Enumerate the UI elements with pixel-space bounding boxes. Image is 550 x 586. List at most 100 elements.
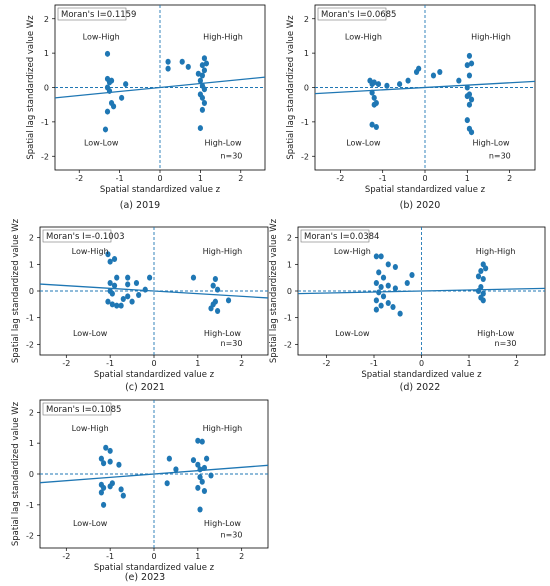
data-point	[133, 280, 140, 286]
data-point	[114, 302, 120, 309]
data-point	[165, 58, 171, 65]
moran-stat-box	[57, 7, 127, 21]
moran-stat-label: Moran's I=0.0685	[321, 10, 396, 20]
y-tick-label: 0	[29, 287, 34, 296]
panel-caption: (a) 2019	[120, 200, 160, 211]
scatter-panel-1: -2 -1 0 1 2 -2 -1 0 1 2 Moran's I=0.1159 Low-High Hi…	[26, 4, 266, 211]
x-tick-label: -2	[75, 174, 83, 183]
data-point	[197, 466, 203, 473]
data-point	[416, 65, 422, 72]
x-tick-label: -2	[62, 359, 70, 368]
y-tick-label: -2	[301, 152, 309, 161]
moran-stat-box	[300, 229, 370, 243]
data-point	[464, 93, 470, 100]
data-point	[195, 484, 201, 491]
x-tick-label: 1	[195, 552, 200, 561]
data-point	[142, 286, 148, 293]
data-point	[208, 305, 214, 312]
data-point	[466, 101, 473, 108]
scatter-panel-2: -2 -1 0 1 2 -2 -1 0 1 2 Moran's I=0.0685 Low-High Hi…	[286, 4, 536, 211]
data-point	[197, 474, 203, 481]
data-point	[147, 274, 153, 281]
data-point	[107, 280, 113, 286]
x-tick-label: 2	[239, 552, 244, 561]
data-point	[466, 72, 473, 79]
data-point	[100, 501, 107, 508]
x-axis-label: Spatial standardized value z	[94, 370, 215, 380]
data-point	[210, 282, 216, 289]
y-tick-label: 1	[29, 439, 34, 448]
data-point	[125, 293, 131, 300]
x-tick-label: 0	[422, 174, 427, 183]
data-point	[116, 461, 122, 468]
data-point	[109, 301, 115, 308]
x-tick-label: 0	[151, 552, 156, 561]
y-tick-label: 1	[44, 49, 49, 58]
y-axis-label: Spatial lag standardized value Wz	[26, 15, 36, 160]
data-point	[478, 268, 484, 274]
data-point	[118, 302, 124, 309]
quadrant-label-high-high: High-High	[471, 33, 511, 42]
data-point	[197, 77, 203, 84]
n-label: n=30	[220, 151, 242, 160]
data-point	[166, 455, 172, 462]
data-point	[185, 63, 191, 70]
data-point	[409, 272, 415, 278]
data-point	[385, 300, 391, 306]
x-axis-label: Spatial standardized value z	[365, 185, 486, 195]
data-point	[108, 77, 115, 84]
data-point	[103, 444, 109, 451]
data-point	[201, 55, 208, 62]
x-tick-label: 2	[238, 174, 243, 183]
panel-caption: (c) 2021	[125, 382, 165, 393]
quadrant-label-low-low: Low-Low	[84, 138, 119, 147]
x-tick-label: 0	[419, 359, 424, 368]
quadrant-label-high-high: High-High	[203, 424, 243, 433]
n-label: n=30	[495, 339, 517, 348]
data-point	[199, 94, 206, 101]
y-tick-label: -2	[26, 340, 34, 349]
quadrant-label-high-low: High-Low	[204, 138, 241, 147]
x-tick-label: -1	[106, 552, 114, 561]
data-point	[212, 276, 218, 282]
x-tick-label: -1	[106, 359, 114, 368]
data-point	[214, 286, 221, 293]
data-point	[380, 293, 387, 300]
data-point	[201, 464, 208, 471]
data-point	[464, 62, 470, 69]
data-point	[480, 276, 486, 282]
data-point	[376, 269, 382, 276]
data-point	[201, 86, 208, 93]
regression-line	[54, 76, 266, 99]
y-tick-label: 2	[304, 15, 309, 24]
data-point	[100, 484, 107, 491]
data-point	[107, 447, 113, 454]
n-label: n=30	[489, 151, 511, 160]
y-axis-label: Spatial lag standardized value Wz	[11, 218, 21, 363]
data-point	[373, 280, 379, 286]
data-point	[475, 288, 482, 294]
data-point	[373, 253, 379, 260]
data-point	[107, 458, 113, 465]
data-point	[392, 264, 398, 270]
data-point	[373, 306, 379, 313]
y-tick-label: -2	[284, 340, 292, 349]
data-point	[98, 489, 104, 496]
data-point	[111, 282, 118, 289]
n-label: n=30	[221, 531, 243, 540]
data-point	[102, 126, 109, 133]
quadrant-label-low-high: Low-High	[72, 247, 109, 256]
data-point	[119, 94, 125, 101]
y-tick-label: 2	[44, 15, 49, 24]
data-point	[120, 492, 126, 499]
data-point	[109, 290, 115, 297]
data-point	[125, 274, 131, 281]
data-point	[104, 108, 111, 115]
regression-line	[297, 287, 546, 295]
x-axis-label: Spatial standardized value z	[94, 563, 215, 573]
data-point	[475, 273, 482, 280]
data-point	[105, 298, 111, 305]
x-tick-label: 1	[466, 359, 471, 368]
x-axis-label: Spatial standardized value z	[361, 370, 482, 380]
